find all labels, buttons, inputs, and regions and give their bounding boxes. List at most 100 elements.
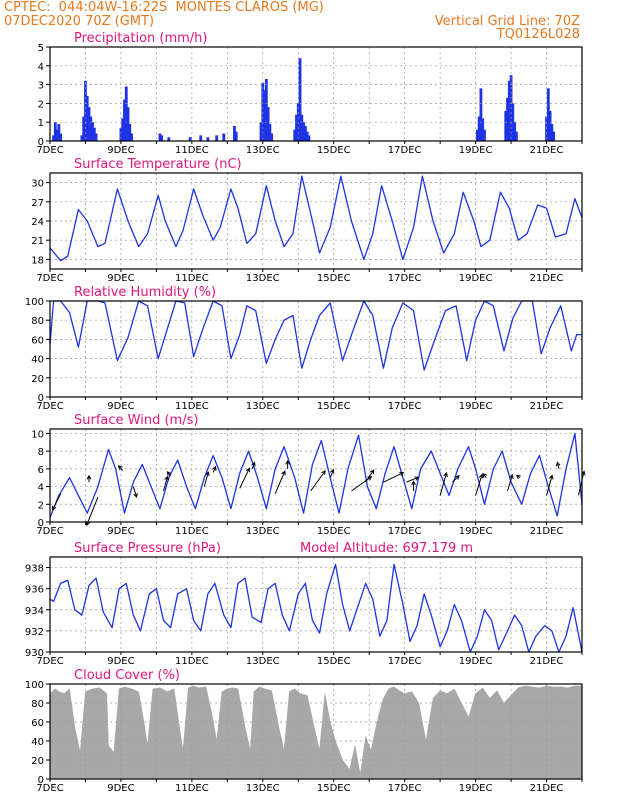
rh-title: Relative Humidity (%) (74, 285, 216, 300)
precip-bar (481, 118, 485, 141)
y-tick-label: 30 (31, 179, 44, 190)
precip-bar (307, 135, 311, 141)
wind-arrow-head (133, 492, 138, 498)
x-tick-label: 19DEC (459, 273, 493, 284)
x-tick-label: 11DEC (175, 401, 209, 412)
precip-bar (268, 124, 272, 141)
wind-arrow-head (245, 467, 251, 473)
precip-bar (233, 125, 236, 141)
y-tick-label: 20 (31, 756, 44, 767)
station-header: CPTEC: 044:04W-16:22S MONTES CLAROS (MG) (4, 0, 324, 15)
y-tick-label: 0 (38, 518, 44, 529)
y-tick-label: 27 (31, 198, 44, 209)
y-tick-label: 930 (25, 648, 44, 659)
wind-arrow-head (454, 475, 460, 480)
temp-panel: 18 21 24 27 30 7DEC 9DEC 11DEC 13DEC 15DEC 17DEC 19… (31, 157, 583, 284)
x-tick-label: 15DEC (317, 273, 351, 284)
wind-arrow-head (515, 474, 521, 480)
x-tick-label: 7DEC (36, 401, 63, 412)
wind-arrow-head (482, 472, 487, 478)
y-tick-label: 0 (38, 137, 44, 148)
precip-bar (188, 137, 192, 141)
rh-panel: 0 20 40 60 80 100 7DEC 9DEC 11DEC 13DEC 15DEC 17DEC… (25, 285, 583, 412)
wind-arrow-head (399, 471, 405, 477)
wind-arrow-head (478, 473, 484, 479)
x-tick-label: 21DEC (530, 145, 564, 156)
precip-bar (261, 82, 265, 141)
y-tick-label: 0 (38, 775, 44, 786)
y-tick-label: 20 (31, 374, 44, 385)
precip-bar (234, 131, 238, 141)
y-tick-label: 2 (38, 500, 44, 511)
precip-bar (158, 133, 162, 141)
wind-arrow (132, 486, 138, 498)
x-tick-label: 9DEC (107, 145, 134, 156)
precip-bar (483, 129, 486, 141)
precip-bar (546, 88, 550, 141)
precip-bar (92, 127, 96, 141)
y-tick-label: 2 (38, 99, 44, 110)
precip-bar (550, 124, 554, 141)
wind-arrow-head (86, 474, 92, 480)
precip-bar (479, 88, 483, 141)
x-tick-label: 21DEC (530, 273, 564, 284)
y-tick-label: 8 (38, 447, 44, 458)
x-tick-label: 17DEC (388, 783, 422, 794)
y-tick-label: 100 (25, 680, 44, 691)
precip-title: Precipitation (mm/h) (74, 31, 207, 46)
y-tick-label: 936 (25, 585, 44, 596)
wind-arrow (507, 474, 513, 492)
x-tick-label: 15DEC (317, 656, 351, 667)
wind-vectors (51, 459, 586, 527)
y-tick-label: 4 (38, 483, 44, 494)
wind-arrow (239, 468, 250, 489)
wind-arrow-head (205, 471, 210, 477)
x-tick-label: 11DEC (175, 526, 209, 537)
y-tick-label: 0 (38, 393, 44, 404)
x-tick-label: 11DEC (175, 656, 209, 667)
precip-frame (49, 46, 583, 142)
x-tick-label: 21DEC (530, 656, 564, 667)
y-tick-label: 3 (38, 81, 44, 92)
y-tick-label: 24 (31, 217, 44, 228)
pres-plot-background (50, 557, 582, 652)
precip-bar (94, 133, 98, 141)
precip-plot-background (50, 47, 582, 141)
wind-arrow-head (164, 475, 169, 481)
x-tick-label: 19DEC (459, 145, 493, 156)
y-tick-label: 60 (31, 335, 44, 346)
run-time-label: 07DEC2020 70Z (GMT) (4, 14, 155, 29)
wind-arrow-head (285, 459, 290, 465)
wind-arrow-head (118, 465, 123, 470)
x-tick-label: 7DEC (36, 145, 63, 156)
y-tick-label: 100 (25, 297, 44, 308)
temp-title: Surface Temperature (nC) (74, 157, 242, 172)
precip-bar (160, 135, 164, 141)
precip-bar (89, 116, 93, 141)
x-tick-label: 17DEC (388, 526, 422, 537)
precip-bar (121, 118, 125, 141)
y-tick-label: 1 (38, 118, 44, 129)
wind-arrow (274, 471, 286, 494)
x-tick-label: 17DEC (388, 145, 422, 156)
wind-arrow-head (212, 465, 217, 471)
wind-arrow-head (414, 476, 420, 481)
wind-arrow (556, 462, 560, 469)
precip-bar (506, 97, 509, 141)
precip-bar (222, 133, 226, 141)
vertical-grid-label: Vertical Grid Line: 70Z (434, 14, 580, 29)
wind-arrow-head (548, 474, 554, 480)
precip-bar (80, 135, 84, 141)
precip-bar (513, 122, 517, 141)
x-tick-label: 19DEC (459, 783, 493, 794)
rh-series-line (49, 300, 582, 371)
x-tick-label: 9DEC (107, 783, 134, 794)
wind-arrow (546, 475, 553, 496)
x-tick-label: 13DEC (246, 401, 280, 412)
precip-bar (270, 133, 274, 141)
y-tick-label: 4 (38, 62, 44, 73)
wind-arrow-head (329, 468, 335, 474)
wind-arrow-head (369, 469, 375, 475)
wind-arrow (310, 470, 326, 492)
x-tick-label: 9DEC (107, 273, 134, 284)
